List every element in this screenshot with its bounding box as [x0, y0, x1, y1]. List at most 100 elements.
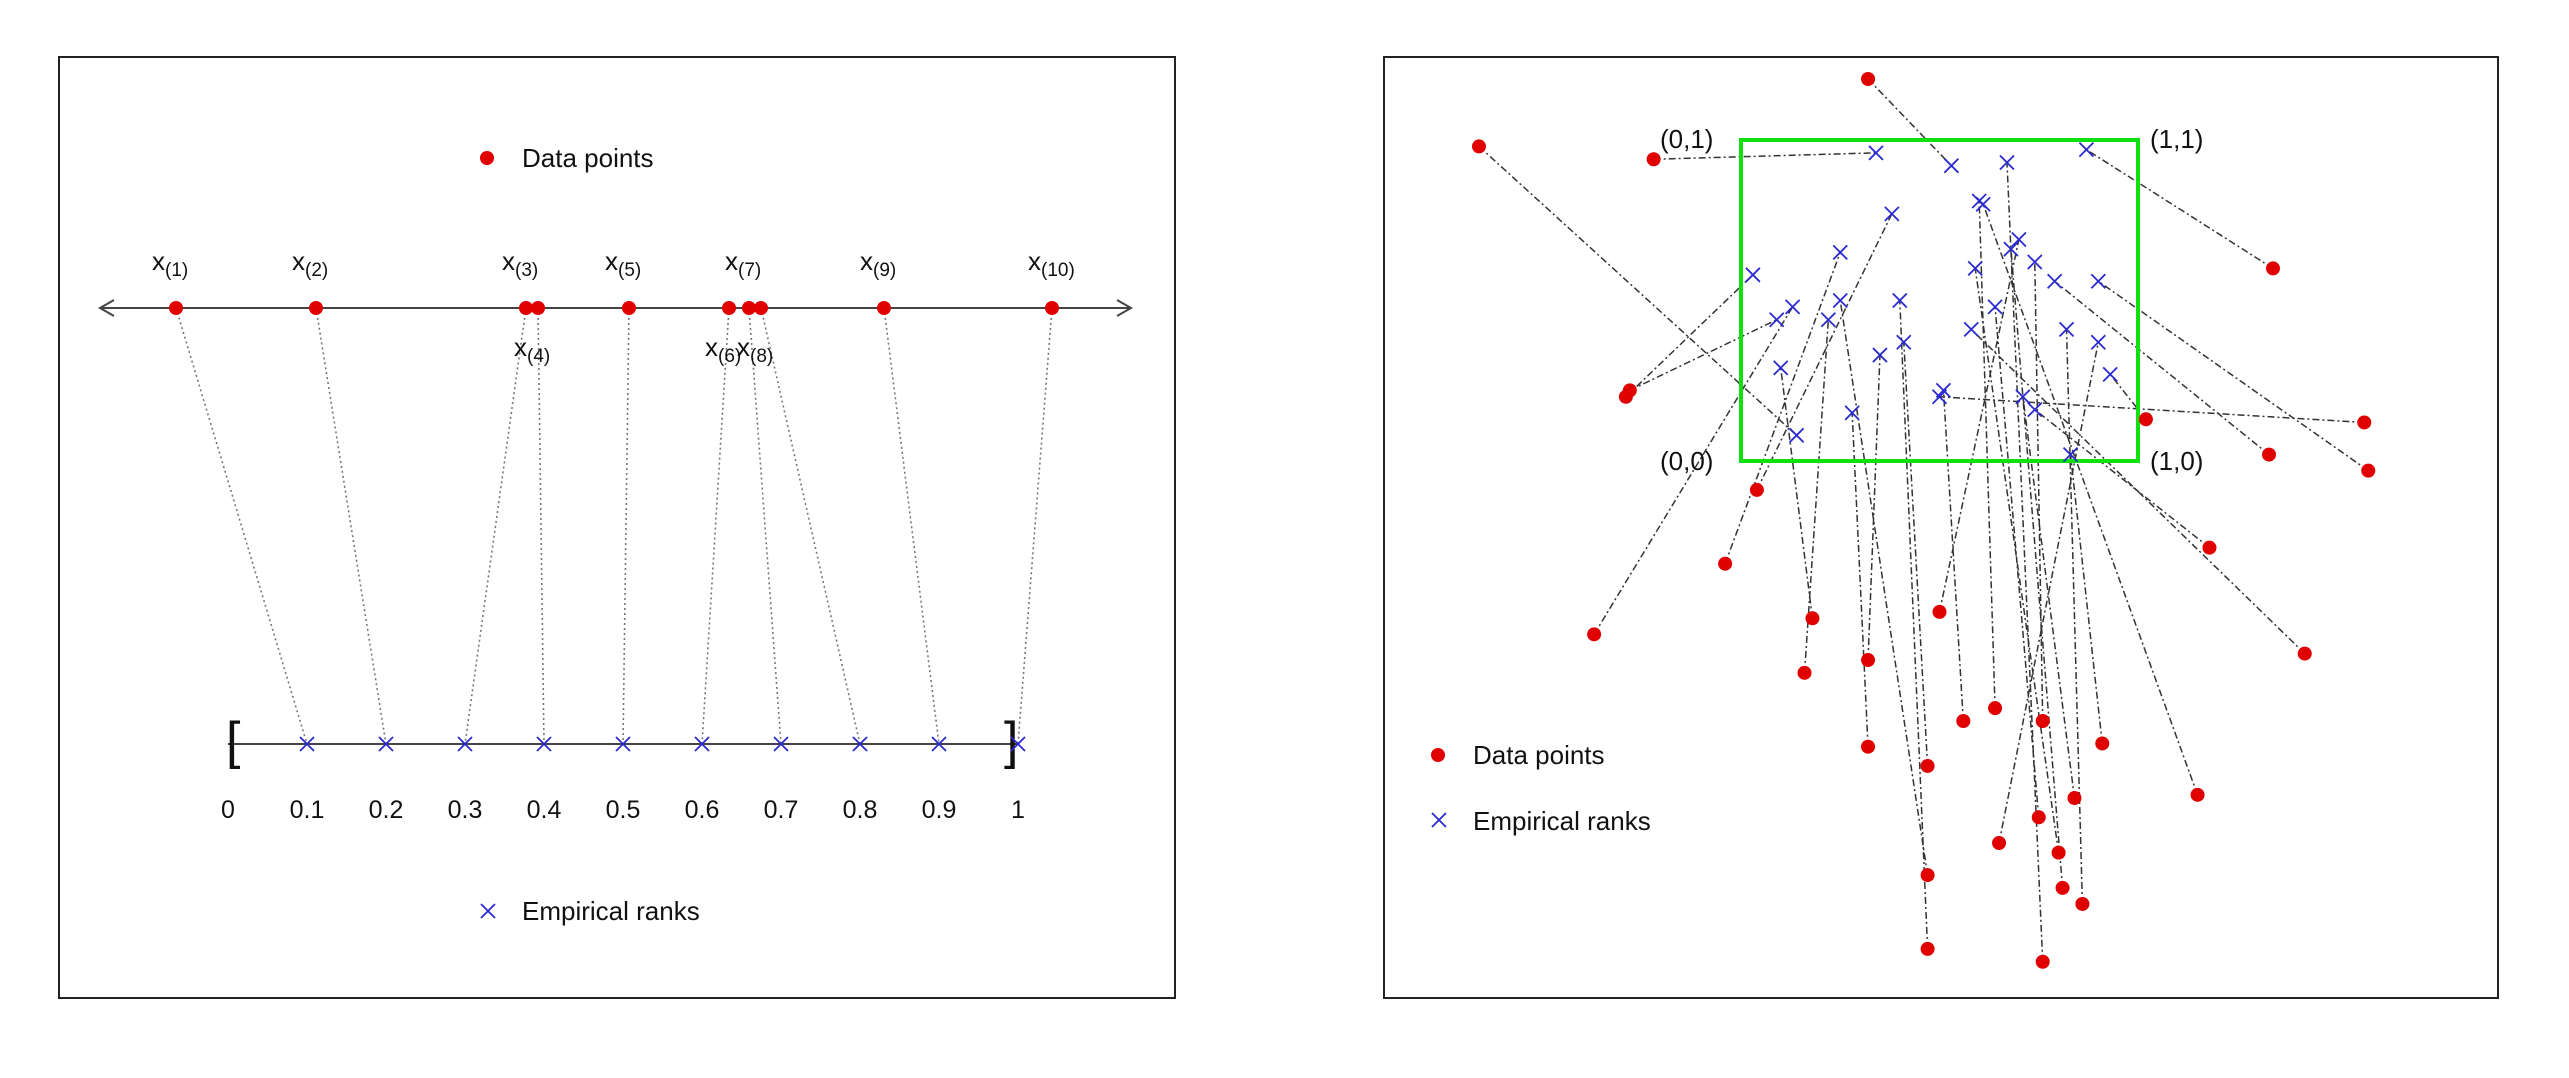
- data-point: [622, 301, 636, 315]
- order-statistic-symbol: x: [1028, 246, 1041, 276]
- bivariate-link-line: [1994, 306, 2040, 818]
- bivariate-rank-marker: [2090, 334, 2106, 350]
- bivariate-link-line: [1629, 319, 1778, 392]
- order-statistic-label: x(9): [860, 246, 896, 281]
- rank-link-lines: [175, 307, 1053, 745]
- bivariate-rank-marker: [1987, 299, 2003, 315]
- bivariate-data-point: [1805, 611, 1820, 626]
- bivariate-link-line: [1978, 200, 1996, 709]
- left-panel-frame: [58, 56, 1176, 999]
- bivariate-link-line: [1839, 300, 1929, 876]
- bivariate-rank-marker: [1892, 292, 1908, 309]
- bivariate-rank-marker: [1745, 267, 1761, 283]
- empirical-rank-marker: [852, 736, 868, 752]
- data-points-legend: Data points: [480, 143, 654, 173]
- corner-label-1-0: (1,0): [2150, 446, 2203, 476]
- order-statistic-subscript: (2): [305, 260, 328, 281]
- bivariate-link-line: [1867, 78, 1952, 167]
- bivariate-data-point: [2202, 540, 2217, 555]
- bivariate-rank-marker: [2078, 141, 2095, 158]
- unit-interval: [ ]: [226, 712, 1018, 770]
- bivariate-data-point: [1920, 868, 1935, 883]
- bivariate-link-line: [2054, 280, 2270, 456]
- data-point: [531, 301, 545, 315]
- order-statistic-label: x(4): [514, 332, 550, 367]
- bivariate-rank-marker: [2046, 273, 2063, 289]
- order-statistic-subscript: (10): [1041, 260, 1075, 281]
- bivariate-link-line: [2034, 261, 2044, 722]
- order-statistic-subscript: (5): [618, 260, 641, 281]
- order-statistic-symbol: x: [725, 246, 738, 276]
- order-statistic-labels: x(1) x(2) x(3)x(4)x(5)x(6)x(7)x(8)x(9) x(10…: [152, 246, 1075, 367]
- bivariate-rank-marker: [1896, 334, 1912, 350]
- bivariate-link-line: [1593, 306, 1794, 635]
- data-point: [1045, 301, 1059, 315]
- bivariate-rank-marker: [2058, 321, 2075, 338]
- order-statistic-subscript: (1): [165, 260, 188, 281]
- bivariate-link-line: [1779, 367, 1814, 619]
- bivariate-rank-marker: [1820, 312, 1836, 328]
- data-point: [519, 301, 533, 315]
- legend-empirical-ranks-label: Empirical ranks: [1473, 806, 1651, 836]
- bivariate-rank-marker: [1832, 244, 1848, 260]
- bivariate-link-line: [1899, 300, 1929, 949]
- arrow-right-icon: [1116, 299, 1134, 317]
- order-statistic-label: x(7): [725, 246, 761, 281]
- tick-label: 0.7: [764, 796, 799, 824]
- bivariate-link-line: [2065, 329, 2084, 905]
- order-statistic-symbol: x: [605, 246, 618, 276]
- order-statistic-subscript: (6): [718, 346, 741, 367]
- order-statistic-subscript: (7): [738, 260, 761, 281]
- data-point: [169, 301, 183, 315]
- bivariate-rank-marker: [1868, 145, 1884, 161]
- bivariate-data-point: [1646, 152, 1661, 167]
- tick-label: 0: [221, 796, 235, 824]
- bivariate-link-line: [1851, 412, 1869, 747]
- bivariate-data-point: [1797, 665, 1812, 680]
- bivariate-data-point: [2075, 896, 2090, 911]
- bivariate-data-point: [2051, 845, 2066, 860]
- corner-label-1-1: (1,1): [2150, 124, 2203, 154]
- empirical-rank-marker: [1010, 736, 1026, 752]
- data-point: [754, 301, 768, 315]
- bivariate-link-line: [2006, 162, 2044, 962]
- rank-link-line: [622, 307, 630, 745]
- order-statistic-label: x(1): [152, 246, 188, 281]
- empirical-rank-marker: [694, 736, 710, 752]
- right-panel-frame: [1383, 56, 2499, 999]
- order-statistic-symbol: x: [292, 246, 305, 276]
- bivariate-data-point: [1920, 941, 1935, 956]
- bivariate-data-point: [2035, 954, 2050, 969]
- tick-label: 0.6: [685, 796, 720, 824]
- unit-square: [1739, 138, 2140, 463]
- bivariate-data-point: [2357, 415, 2372, 430]
- bivariate-data-point: [1932, 604, 1947, 619]
- empirical-rank-marker: [615, 736, 631, 752]
- data-point: [877, 301, 891, 315]
- data-point: [722, 301, 736, 315]
- bivariate-link-line: [1756, 213, 1893, 491]
- data-point: [309, 301, 323, 315]
- bivariate-link-line: [2022, 396, 2076, 799]
- bivariate-data-point: [1988, 701, 2003, 716]
- bivariate-link-line: [1938, 239, 2020, 613]
- order-statistic-label: x(2): [292, 246, 328, 281]
- order-statistic-label: x(8): [737, 332, 773, 367]
- legend-empirical-rank-marker: [1431, 812, 1447, 828]
- bivariate-data-point: [1471, 139, 1486, 154]
- bivariate-link-line: [1903, 342, 1929, 766]
- bivariate-data-point: [1718, 556, 1733, 571]
- order-statistic-symbol: x: [502, 246, 515, 276]
- order-statistic-label: x(3): [502, 246, 538, 281]
- rank-link-line: [1017, 307, 1053, 745]
- rank-link-line: [464, 307, 527, 745]
- order-statistic-symbol: x: [705, 332, 718, 362]
- bivariate-data-point: [2361, 463, 2376, 478]
- bivariate-data-point: [2265, 261, 2280, 276]
- bivariate-data-point: [1861, 653, 1876, 668]
- rank-link-line: [748, 307, 782, 745]
- bivariate-data-point: [2095, 736, 2110, 751]
- left-panel-rank-diagram: Data points x(1) x(2) x(3)x(4)x(5)x(6)x(7)…: [58, 56, 1176, 999]
- empirical-rank-marker: [773, 736, 789, 752]
